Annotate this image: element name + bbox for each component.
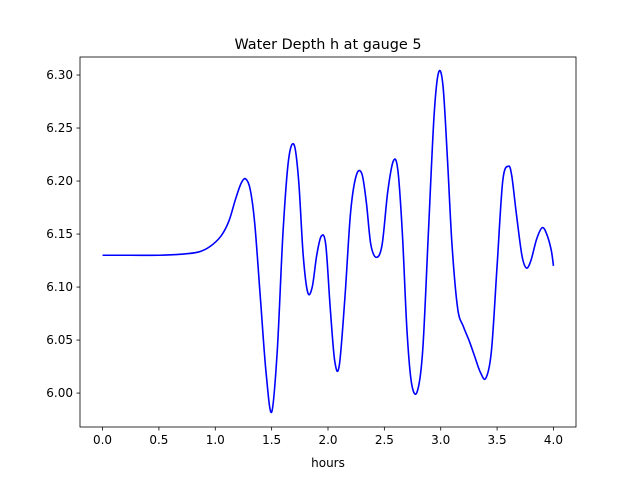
y-tick-label: 6.30 xyxy=(46,68,73,82)
x-tick-label: 1.5 xyxy=(262,433,281,447)
x-tick-label: 0.5 xyxy=(149,433,168,447)
chart-title: Water Depth h at gauge 5 xyxy=(234,37,421,53)
y-tick-label: 6.25 xyxy=(46,121,73,135)
plot-area: 0.0 0.5 1.0 1.5 2.0 2.5 3.0 3.5 4.0 6.00 6.05 6.10 6… xyxy=(46,56,577,447)
axes-frame xyxy=(79,56,577,428)
y-tick-label: 6.05 xyxy=(46,333,73,347)
x-axis-label: hours xyxy=(311,456,345,470)
y-tick-label: 6.15 xyxy=(46,227,73,241)
x-tick-label: 3.0 xyxy=(431,433,450,447)
y-tick-label: 6.00 xyxy=(46,386,73,400)
x-tick-label: 0.0 xyxy=(93,433,112,447)
y-tick-label: 6.20 xyxy=(46,174,73,188)
series-line-0 xyxy=(102,69,555,414)
y-tick-label: 6.10 xyxy=(46,280,73,294)
x-tick-label: 1.0 xyxy=(206,433,225,447)
x-tick-label: 2.5 xyxy=(375,433,394,447)
x-tick-label: 2.0 xyxy=(318,433,337,447)
x-tick-label: 4.0 xyxy=(544,433,563,447)
x-tick-label: 3.5 xyxy=(488,433,507,447)
